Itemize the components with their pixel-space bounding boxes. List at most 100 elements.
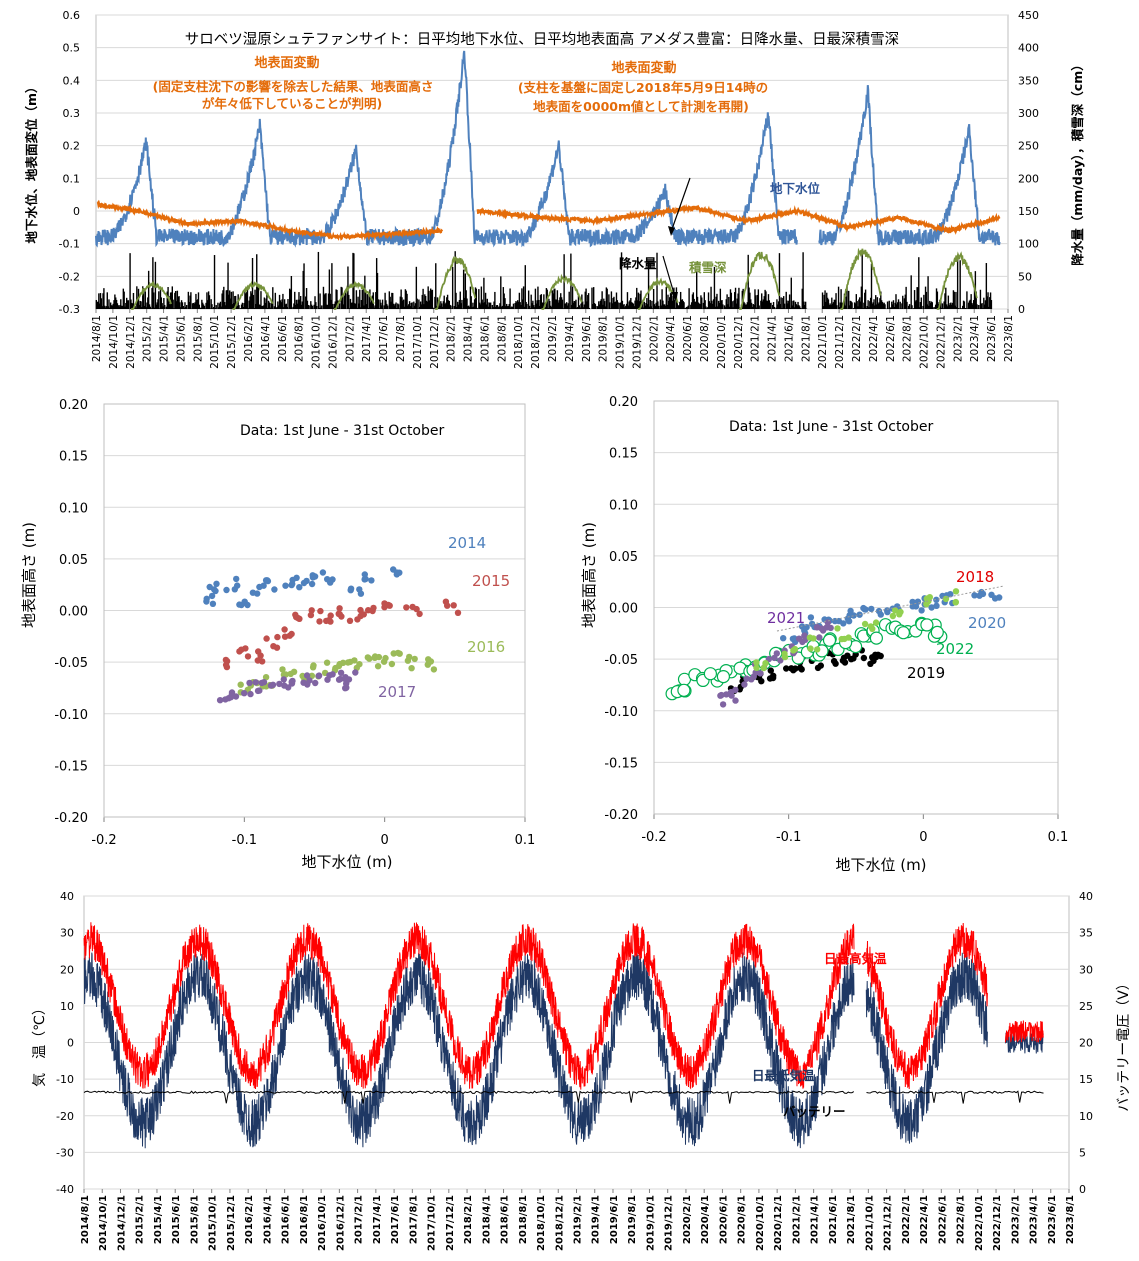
data-point-2019 bbox=[790, 667, 797, 674]
data-point-2017 bbox=[232, 693, 240, 700]
data-point-2015 bbox=[281, 633, 289, 640]
x-tick-label: 2015/6/1 bbox=[175, 315, 187, 362]
y-axis-left-1: -0.3 -0.2 -0.1 0 0.1 0.2 0.3 0.4 0.5 0.6 bbox=[59, 9, 80, 316]
x-tick-label: 2014/12/1 bbox=[116, 1195, 127, 1251]
x-tick-label: -0.2 bbox=[91, 833, 116, 848]
data-point-2015 bbox=[307, 611, 315, 619]
note2-line2: 地表面を0000m値として計測を再開) bbox=[533, 99, 749, 114]
data-point-2017 bbox=[216, 697, 224, 704]
data-point-2016 bbox=[406, 653, 413, 661]
data-point-2021 bbox=[824, 619, 831, 626]
snow-depth-line bbox=[232, 280, 274, 310]
y-tick-label: 0 bbox=[73, 205, 80, 218]
arrow-precip bbox=[662, 255, 676, 298]
snow-depth-line bbox=[840, 247, 882, 310]
y-axis-right-1: 0 50 100 150 200 250 300 350 400 450 bbox=[1018, 9, 1039, 316]
data-point-2018 bbox=[933, 602, 940, 609]
data-point-2017 bbox=[352, 669, 359, 676]
note2-line1: (支柱を基盤に固定し2018年5月9日14時の bbox=[518, 80, 768, 95]
x-tick-label: 2017/12/1 bbox=[429, 315, 441, 369]
legend-2015: 2015 bbox=[472, 572, 510, 590]
data-point-2015 bbox=[254, 657, 261, 664]
data-point-2015 bbox=[336, 605, 343, 612]
data-point-2014 bbox=[296, 584, 303, 591]
data-point-2018 bbox=[845, 618, 853, 625]
data-point-2017 bbox=[337, 669, 345, 676]
x-tick-label: 2016/6/1 bbox=[277, 315, 289, 362]
plot-area-2 bbox=[103, 403, 526, 818]
note2-title: 地表面変動 bbox=[611, 60, 676, 76]
x-tick-label: 2022/12/1 bbox=[935, 315, 947, 369]
data-point-2021 bbox=[718, 691, 725, 699]
x-tick-label: 2018/6/1 bbox=[500, 1195, 511, 1244]
data-point-2014 bbox=[289, 580, 296, 588]
y-tick-label: 0.00 bbox=[59, 605, 88, 620]
data-point-2019 bbox=[877, 652, 884, 660]
data-point-2017 bbox=[341, 675, 348, 682]
snow-depth-line bbox=[637, 276, 679, 310]
x-tick-label: 2016/4/1 bbox=[262, 1195, 273, 1244]
y-tick-label: 0.4 bbox=[63, 74, 81, 87]
x-tick-label: 2022/2/1 bbox=[851, 315, 863, 362]
x-tick-label: 0.1 bbox=[1048, 830, 1069, 845]
x-tick-label: 2023/4/1 bbox=[969, 315, 981, 362]
data-point-2014 bbox=[209, 600, 217, 607]
data-point-2017 bbox=[312, 679, 319, 687]
chart-2-title: Data: 1st June - 31st October bbox=[240, 423, 444, 439]
y-tick-label: 0.5 bbox=[63, 42, 81, 55]
snow-depth-line bbox=[739, 251, 781, 310]
data-point-2018 bbox=[978, 588, 985, 596]
data-point-2021 bbox=[827, 624, 834, 632]
data-point-2019 bbox=[839, 657, 847, 664]
y-tick-label: 0.20 bbox=[609, 395, 638, 410]
data-point-2015 bbox=[222, 656, 230, 664]
data-point-2014 bbox=[203, 595, 210, 602]
x-tick-label: 2019/2/1 bbox=[547, 315, 559, 362]
data-point-2020 bbox=[716, 669, 731, 684]
plot-area-3 bbox=[653, 400, 1059, 815]
legend-2017: 2017 bbox=[378, 683, 416, 701]
x-tick-label: 2018/12/1 bbox=[530, 315, 542, 369]
max-temp-line bbox=[83, 922, 1044, 1090]
data-point-2016 bbox=[335, 662, 343, 670]
data-point-2021 bbox=[777, 657, 784, 664]
x-tick-label: -0.1 bbox=[232, 833, 257, 848]
x-tick-label: 2017/10/1 bbox=[427, 1195, 438, 1251]
y-tick-label: -0.20 bbox=[54, 811, 88, 826]
data-point-2017 bbox=[269, 681, 277, 688]
x-tick-label: 2016/8/1 bbox=[294, 315, 306, 362]
label-snow: 積雪深 bbox=[688, 260, 727, 275]
x-tick-label: 2015/12/1 bbox=[226, 315, 238, 369]
y-tick-label: 10 bbox=[60, 1000, 74, 1013]
data-point-2019 bbox=[783, 665, 790, 672]
x-tick-label: 2014/8/1 bbox=[80, 1195, 91, 1244]
data-point-2015 bbox=[244, 653, 252, 660]
data-point-2014 bbox=[356, 586, 363, 593]
data-point-2022 bbox=[942, 595, 950, 603]
data-point-2017 bbox=[252, 679, 259, 686]
y-axis-right-4: 40 35 30 25 20 15 10 5 0 bbox=[1079, 890, 1093, 1196]
surface-displacement-line bbox=[96, 199, 444, 242]
data-point-2022 bbox=[889, 612, 897, 620]
data-point-2016 bbox=[411, 655, 418, 663]
snow-depth-line bbox=[541, 273, 583, 310]
x-tick-label: 2020/10/1 bbox=[755, 1195, 766, 1251]
data-point-2015 bbox=[444, 602, 451, 609]
data-point-2015 bbox=[370, 604, 377, 612]
data-point-2022 bbox=[762, 660, 769, 667]
legend-2020: 2020 bbox=[968, 614, 1006, 632]
x-tick-label: 2015/12/1 bbox=[226, 1195, 237, 1251]
x-tick-label: 2022/6/1 bbox=[885, 315, 897, 362]
data-point-2014 bbox=[271, 586, 278, 593]
data-point-2019 bbox=[860, 654, 868, 662]
y-tick-label: -20 bbox=[56, 1110, 74, 1123]
data-point-2017 bbox=[306, 677, 313, 684]
data-point-2018 bbox=[875, 607, 883, 615]
x-tick-label: 2022/10/1 bbox=[974, 1195, 985, 1251]
x-tick-label: 2023/8/1 bbox=[1003, 315, 1015, 362]
data-point-2018 bbox=[807, 614, 815, 621]
x-tick-label: 2017/8/1 bbox=[395, 315, 407, 362]
data-point-2014 bbox=[260, 582, 267, 589]
data-point-2017 bbox=[343, 684, 350, 691]
data-point-2021 bbox=[728, 692, 735, 699]
